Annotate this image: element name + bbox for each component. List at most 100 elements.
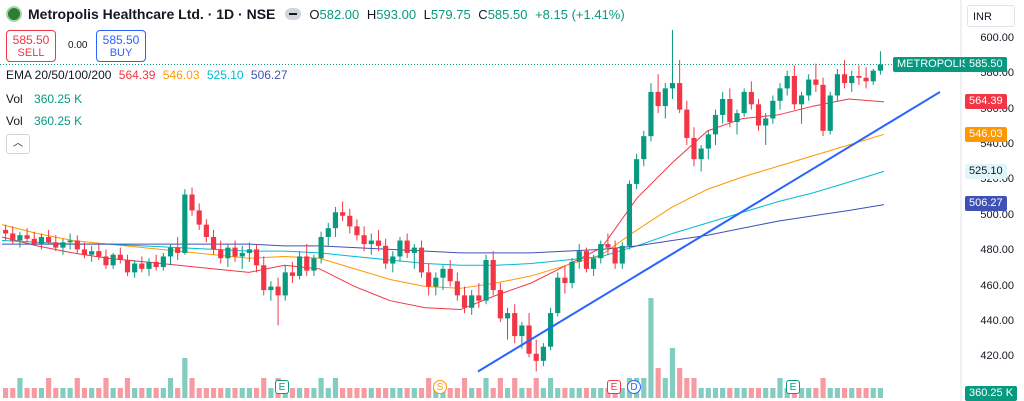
candle-body[interactable] [741,91,747,114]
candle-body[interactable] [275,286,281,296]
candle-body[interactable] [770,100,776,119]
candle-body[interactable] [175,247,181,253]
candle-body[interactable] [504,313,511,319]
candle-body[interactable] [748,91,754,105]
candle-body[interactable] [103,256,109,266]
candle-body[interactable] [383,245,389,264]
candle-body[interactable] [132,263,138,273]
candle-body[interactable] [677,83,683,110]
candle-body[interactable] [117,254,123,260]
earnings-event-icon[interactable]: E [607,380,621,394]
candle-body[interactable] [10,233,16,241]
candle-body[interactable] [454,281,460,296]
candle-body[interactable] [196,210,202,225]
candle-body[interactable] [591,258,597,269]
candle-body[interactable] [669,83,676,89]
candle-body[interactable] [31,238,37,245]
candle-body[interactable] [146,261,152,269]
candle-body[interactable] [418,247,425,273]
candle-body[interactable] [218,249,224,259]
candle-body[interactable] [619,245,625,264]
candle-body[interactable] [827,95,833,131]
candle-body[interactable] [404,240,410,253]
split-event-icon[interactable]: S [433,380,447,394]
candle-body[interactable] [755,104,762,126]
candle-body[interactable] [89,251,95,255]
candle-body[interactable] [476,295,482,301]
candle-body[interactable] [720,99,726,115]
candle-body[interactable] [576,251,582,262]
candle-body[interactable] [304,256,310,271]
candle-body[interactable] [153,261,159,268]
candle-body[interactable] [763,118,769,126]
candle-body[interactable] [727,99,733,122]
candle-body[interactable] [583,251,589,269]
candle-body[interactable] [469,295,475,308]
candle-body[interactable] [698,148,704,160]
candle-body[interactable] [784,76,790,89]
candle-body[interactable] [167,247,174,257]
candle-body[interactable] [189,194,195,211]
candle-body[interactable] [60,242,66,248]
candle-body[interactable] [533,353,539,361]
volume-legend-1[interactable]: Vol 360.25 K [6,92,82,106]
currency-selector[interactable]: INR [967,5,1015,27]
candle-body[interactable] [46,237,52,243]
symbol-title[interactable]: Metropolis Healthcare Ltd. · 1D · NSE [28,6,276,22]
candle-body[interactable] [182,194,188,253]
volume-legend-2[interactable]: Vol 360.25 K [6,114,82,128]
collapse-legend-button[interactable]: ︿ [6,134,30,154]
ema100-line[interactable] [1,170,885,266]
candle-body[interactable] [74,240,80,250]
candle-body[interactable] [662,88,668,107]
ema200-line[interactable] [2,204,885,254]
candle-body[interactable] [110,254,116,266]
earnings-event-icon[interactable]: E [275,380,289,394]
candle-body[interactable] [96,251,102,257]
candle-body[interactable] [38,237,45,245]
candle-body[interactable] [17,235,23,241]
candle-body[interactable] [634,159,640,184]
candle-body[interactable] [641,136,647,160]
visibility-toggle-icon[interactable] [285,8,302,20]
candle-body[interactable] [261,265,267,291]
candle-body[interactable] [849,76,855,84]
trendline[interactable] [477,91,941,373]
candle-body[interactable] [289,272,295,276]
earnings-event-icon[interactable]: E [786,380,800,394]
candle-body[interactable] [605,244,611,248]
candle-body[interactable] [347,215,353,227]
candle-body[interactable] [354,226,360,236]
candle-body[interactable] [411,247,417,253]
candle-body[interactable] [490,260,496,291]
candle-body[interactable] [461,295,468,308]
candle-body[interactable] [232,247,238,257]
candle-body[interactable] [834,74,840,96]
candle-body[interactable] [870,70,876,82]
candle-body[interactable] [798,95,805,105]
candle-body[interactable] [447,268,453,282]
candle-body[interactable] [841,74,848,84]
dividend-event-icon[interactable]: D [627,380,641,394]
candle-body[interactable] [806,79,812,96]
candle-body[interactable] [160,256,166,268]
candle-body[interactable] [569,261,575,283]
candle-body[interactable] [81,249,88,255]
candle-body[interactable] [626,183,633,246]
candle-body[interactable] [712,114,719,135]
candle-body[interactable] [483,260,489,301]
candle-body[interactable] [877,64,883,71]
candle-body[interactable] [705,134,711,149]
candle-body[interactable] [791,76,797,105]
candle-body[interactable] [512,313,518,337]
candle-body[interactable] [390,256,396,264]
candle-body[interactable] [497,290,503,319]
candle-body[interactable] [24,235,30,239]
candle-body[interactable] [648,91,654,137]
candle-body[interactable] [777,88,783,101]
candle-body[interactable] [340,212,346,216]
candle-body[interactable] [863,77,869,82]
candle-body[interactable] [375,240,382,246]
candle-body[interactable] [203,224,209,237]
